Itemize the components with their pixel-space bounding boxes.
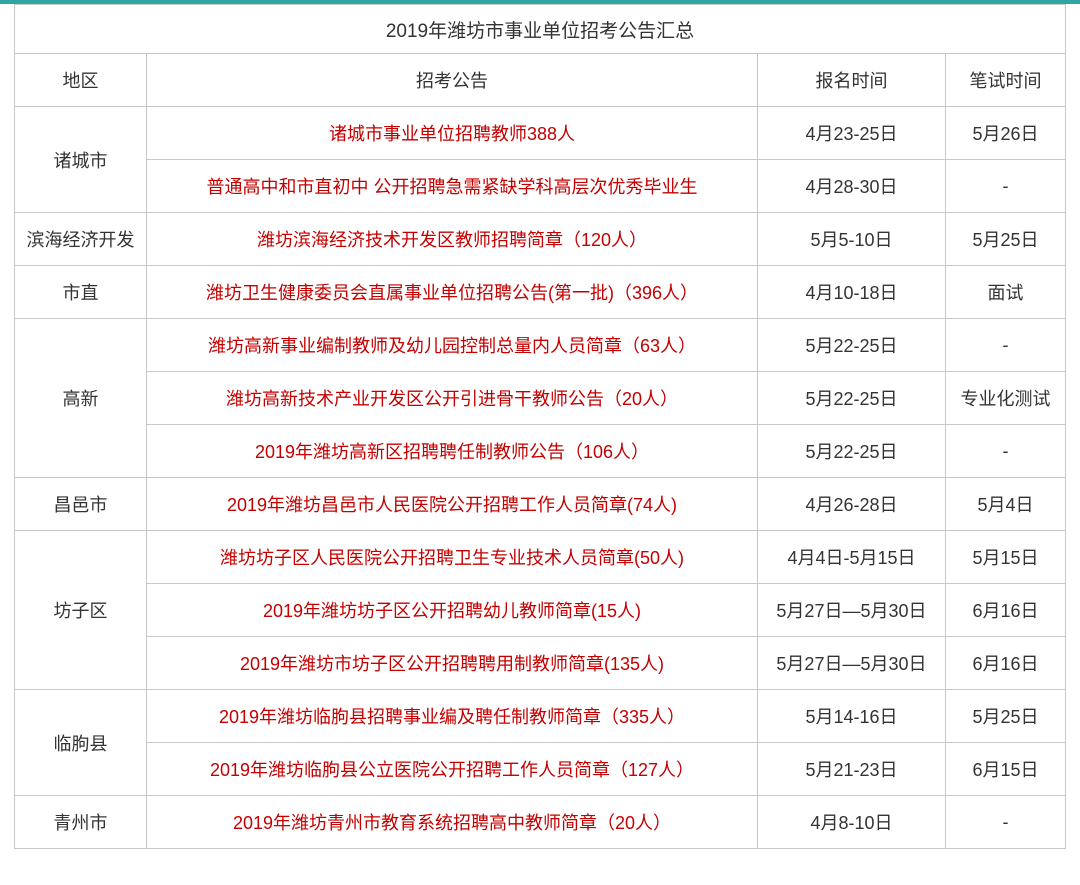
- table-body: 诸城市诸城市事业单位招聘教师388人4月23-25日5月26日普通高中和市直初中…: [15, 107, 1066, 849]
- region-cell: 青州市: [15, 796, 147, 849]
- table-row: 2019年潍坊临朐县公立医院公开招聘工作人员简章（127人） 5月21-23日6月…: [15, 743, 1066, 796]
- table-row: 临朐县2019年潍坊临朐县招聘事业编及聘任制教师简章（335人）5月14-16日…: [15, 690, 1066, 743]
- announcement-cell: 2019年潍坊青州市教育系统招聘高中教师简章（20人）: [147, 796, 758, 849]
- announcement-link[interactable]: 潍坊滨海经济技术开发区教师招聘简章（120人）: [257, 230, 647, 250]
- announcement-link[interactable]: 潍坊卫生健康委员会直属事业单位招聘公告(第一批)（396人）: [206, 283, 698, 303]
- col-header-signup: 报名时间: [757, 54, 945, 107]
- exam-cell: 5月25日: [945, 213, 1065, 266]
- region-cell: 市直: [15, 266, 147, 319]
- announcement-cell: 潍坊卫生健康委员会直属事业单位招聘公告(第一批)（396人）: [147, 266, 758, 319]
- announcement-cell: 2019年潍坊昌邑市人民医院公开招聘工作人员简章(74人): [147, 478, 758, 531]
- exam-cell: -: [945, 319, 1065, 372]
- table-row: 2019年潍坊坊子区公开招聘幼儿教师简章(15人) 5月27日—5月30日6月16…: [15, 584, 1066, 637]
- exam-cell: -: [945, 425, 1065, 478]
- table-row: 青州市 2019年潍坊青州市教育系统招聘高中教师简章（20人） 4月8-10日-: [15, 796, 1066, 849]
- table-row: 2019年潍坊市坊子区公开招聘聘用制教师简章(135人) 5月27日—5月30日6…: [15, 637, 1066, 690]
- announcement-link[interactable]: 潍坊坊子区人民医院公开招聘卫生专业技术人员简章(50人): [220, 548, 684, 568]
- signup-cell: 4月4日-5月15日: [757, 531, 945, 584]
- exam-cell: 5月25日: [945, 690, 1065, 743]
- announcement-cell: 潍坊高新事业编制教师及幼儿园控制总量内人员简章（63人）: [147, 319, 758, 372]
- announcement-link[interactable]: 普通高中和市直初中 公开招聘急需紧缺学科高层次优秀毕业生: [206, 177, 697, 197]
- col-header-announcement: 招考公告: [147, 54, 758, 107]
- header-row: 地区 招考公告 报名时间 笔试时间: [15, 54, 1066, 107]
- table-row: 普通高中和市直初中 公开招聘急需紧缺学科高层次优秀毕业生 4月28-30日-: [15, 160, 1066, 213]
- exam-cell: -: [945, 160, 1065, 213]
- exam-cell: 面试: [945, 266, 1065, 319]
- signup-cell: 4月28-30日: [757, 160, 945, 213]
- announcement-cell: 2019年潍坊坊子区公开招聘幼儿教师简章(15人): [147, 584, 758, 637]
- signup-cell: 4月23-25日: [757, 107, 945, 160]
- announcement-cell: 2019年潍坊市坊子区公开招聘聘用制教师简章(135人): [147, 637, 758, 690]
- table-row: 滨海经济开发 潍坊滨海经济技术开发区教师招聘简章（120人） 5月5-10日5月25…: [15, 213, 1066, 266]
- signup-cell: 5月27日—5月30日: [757, 584, 945, 637]
- announcement-link[interactable]: 潍坊高新技术产业开发区公开引进骨干教师公告（20人）: [226, 389, 678, 409]
- signup-cell: 4月8-10日: [757, 796, 945, 849]
- announcement-cell: 2019年潍坊高新区招聘聘任制教师公告（106人）: [147, 425, 758, 478]
- col-header-exam: 笔试时间: [945, 54, 1065, 107]
- signup-cell: 5月27日—5月30日: [757, 637, 945, 690]
- table-title: 2019年潍坊市事业单位招考公告汇总: [15, 5, 1066, 54]
- exam-cell: -: [945, 796, 1065, 849]
- announcement-cell: 2019年潍坊临朐县公立医院公开招聘工作人员简章（127人）: [147, 743, 758, 796]
- region-cell: 高新: [15, 319, 147, 478]
- title-row: 2019年潍坊市事业单位招考公告汇总: [15, 5, 1066, 54]
- exam-cell: 6月16日: [945, 584, 1065, 637]
- table-row: 市直 潍坊卫生健康委员会直属事业单位招聘公告(第一批)（396人） 4月10-18日…: [15, 266, 1066, 319]
- signup-cell: 5月5-10日: [757, 213, 945, 266]
- table-row: 潍坊高新技术产业开发区公开引进骨干教师公告（20人） 5月22-25日专业化测试: [15, 372, 1066, 425]
- exam-cell: 5月15日: [945, 531, 1065, 584]
- announcement-cell: 普通高中和市直初中 公开招聘急需紧缺学科高层次优秀毕业生: [147, 160, 758, 213]
- announcement-link[interactable]: 2019年潍坊高新区招聘聘任制教师公告（106人）: [255, 442, 649, 462]
- announcement-cell: 诸城市事业单位招聘教师388人: [147, 107, 758, 160]
- signup-cell: 5月22-25日: [757, 319, 945, 372]
- page-container: 2019年潍坊市事业单位招考公告汇总 地区 招考公告 报名时间 笔试时间 诸城市…: [0, 0, 1080, 849]
- signup-cell: 4月26-28日: [757, 478, 945, 531]
- exam-cell: 5月4日: [945, 478, 1065, 531]
- signup-cell: 4月10-18日: [757, 266, 945, 319]
- table-row: 诸城市诸城市事业单位招聘教师388人4月23-25日5月26日: [15, 107, 1066, 160]
- announcement-cell: 潍坊坊子区人民医院公开招聘卫生专业技术人员简章(50人): [147, 531, 758, 584]
- announcement-link[interactable]: 2019年潍坊市坊子区公开招聘聘用制教师简章(135人): [240, 654, 664, 674]
- announcement-link[interactable]: 2019年潍坊坊子区公开招聘幼儿教师简章(15人): [263, 601, 641, 621]
- signup-cell: 5月14-16日: [757, 690, 945, 743]
- announcement-link[interactable]: 2019年潍坊临朐县招聘事业编及聘任制教师简章（335人）: [219, 707, 685, 727]
- region-cell: 诸城市: [15, 107, 147, 213]
- announcement-link[interactable]: 2019年潍坊青州市教育系统招聘高中教师简章（20人）: [233, 813, 671, 833]
- exam-cell: 专业化测试: [945, 372, 1065, 425]
- announcement-link[interactable]: 2019年潍坊临朐县公立医院公开招聘工作人员简章（127人）: [210, 760, 694, 780]
- exam-cell: 6月16日: [945, 637, 1065, 690]
- announcement-cell: 潍坊滨海经济技术开发区教师招聘简章（120人）: [147, 213, 758, 266]
- exam-cell: 6月15日: [945, 743, 1065, 796]
- table-row: 坊子区潍坊坊子区人民医院公开招聘卫生专业技术人员简章(50人)4月4日-5月15…: [15, 531, 1066, 584]
- exam-cell: 5月26日: [945, 107, 1065, 160]
- region-cell: 临朐县: [15, 690, 147, 796]
- announcement-link[interactable]: 2019年潍坊昌邑市人民医院公开招聘工作人员简章(74人): [227, 495, 677, 515]
- announcement-link[interactable]: 潍坊高新事业编制教师及幼儿园控制总量内人员简章（63人）: [208, 336, 696, 356]
- announcement-cell: 潍坊高新技术产业开发区公开引进骨干教师公告（20人）: [147, 372, 758, 425]
- announcement-link[interactable]: 诸城市事业单位招聘教师388人: [329, 124, 575, 144]
- region-cell: 昌邑市: [15, 478, 147, 531]
- signup-cell: 5月22-25日: [757, 425, 945, 478]
- region-cell: 滨海经济开发: [15, 213, 147, 266]
- announcements-table: 2019年潍坊市事业单位招考公告汇总 地区 招考公告 报名时间 笔试时间 诸城市…: [14, 4, 1066, 849]
- table-row: 2019年潍坊高新区招聘聘任制教师公告（106人） 5月22-25日-: [15, 425, 1066, 478]
- table-row: 昌邑市 2019年潍坊昌邑市人民医院公开招聘工作人员简章(74人) 4月26-28日…: [15, 478, 1066, 531]
- table-row: 高新潍坊高新事业编制教师及幼儿园控制总量内人员简章（63人）5月22-25日-: [15, 319, 1066, 372]
- announcement-cell: 2019年潍坊临朐县招聘事业编及聘任制教师简章（335人）: [147, 690, 758, 743]
- col-header-region: 地区: [15, 54, 147, 107]
- signup-cell: 5月21-23日: [757, 743, 945, 796]
- region-cell: 坊子区: [15, 531, 147, 690]
- signup-cell: 5月22-25日: [757, 372, 945, 425]
